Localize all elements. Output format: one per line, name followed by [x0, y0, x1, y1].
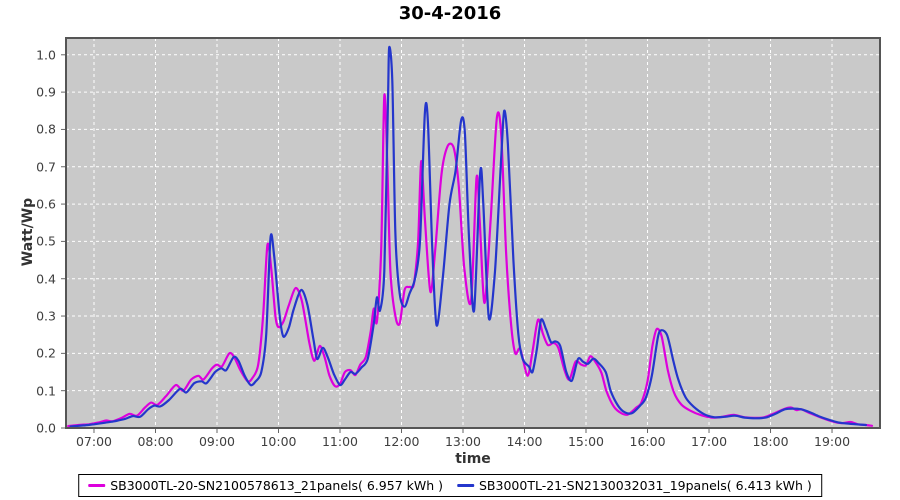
y-tick-label: 0.0: [36, 420, 56, 436]
x-tick-label: 10:00: [260, 434, 297, 449]
y-tick-label: 0.8: [36, 121, 56, 137]
legend-line-swatch: [88, 484, 106, 487]
y-tick-label: 0.2: [36, 345, 56, 361]
chart-title: 30-4-2016: [398, 3, 502, 24]
legend: SB3000TL-20-SN2100578613_21panels( 6.957…: [78, 474, 822, 497]
x-tick-label: 17:00: [691, 434, 728, 449]
x-tick-label: 11:00: [321, 434, 358, 449]
x-tick-label: 09:00: [198, 434, 235, 449]
y-tick-label: 0.6: [36, 196, 56, 212]
x-tick-label: 07:00: [75, 434, 112, 449]
x-tick-label: 15:00: [567, 434, 605, 449]
x-tick-label: 18:00: [752, 434, 789, 449]
x-tick-label: 12:00: [383, 434, 420, 449]
y-tick-label: 0.7: [36, 159, 56, 175]
y-tick-label: 0.5: [36, 233, 56, 249]
x-tick-label: 14:00: [506, 434, 543, 449]
x-tick-label: 08:00: [137, 434, 174, 449]
x-tick-label: 13:00: [444, 434, 482, 449]
y-tick-label: 1.0: [36, 47, 56, 63]
y-tick-label: 0.3: [36, 308, 56, 324]
y-tick-label: 0.4: [36, 271, 56, 287]
legend-item: SB3000TL-20-SN2100578613_21panels( 6.957…: [88, 478, 443, 493]
legend-item: SB3000TL-21-SN2130032031_19panels( 6.413…: [457, 478, 812, 493]
legend-series-label: SB3000TL-20-SN2100578613_21panels( 6.957…: [110, 478, 443, 493]
series-line-1: [69, 45, 867, 428]
legend-line-swatch: [457, 484, 474, 487]
x-axis-label: time: [455, 451, 491, 467]
y-tick-label: 0.1: [36, 383, 56, 399]
y-tick-label: 0.9: [36, 84, 56, 100]
x-tick-label: 19:00: [814, 434, 851, 449]
x-tick-label: 16:00: [629, 434, 666, 449]
legend-series-label: SB3000TL-21-SN2130032031_19panels( 6.413…: [479, 478, 812, 493]
